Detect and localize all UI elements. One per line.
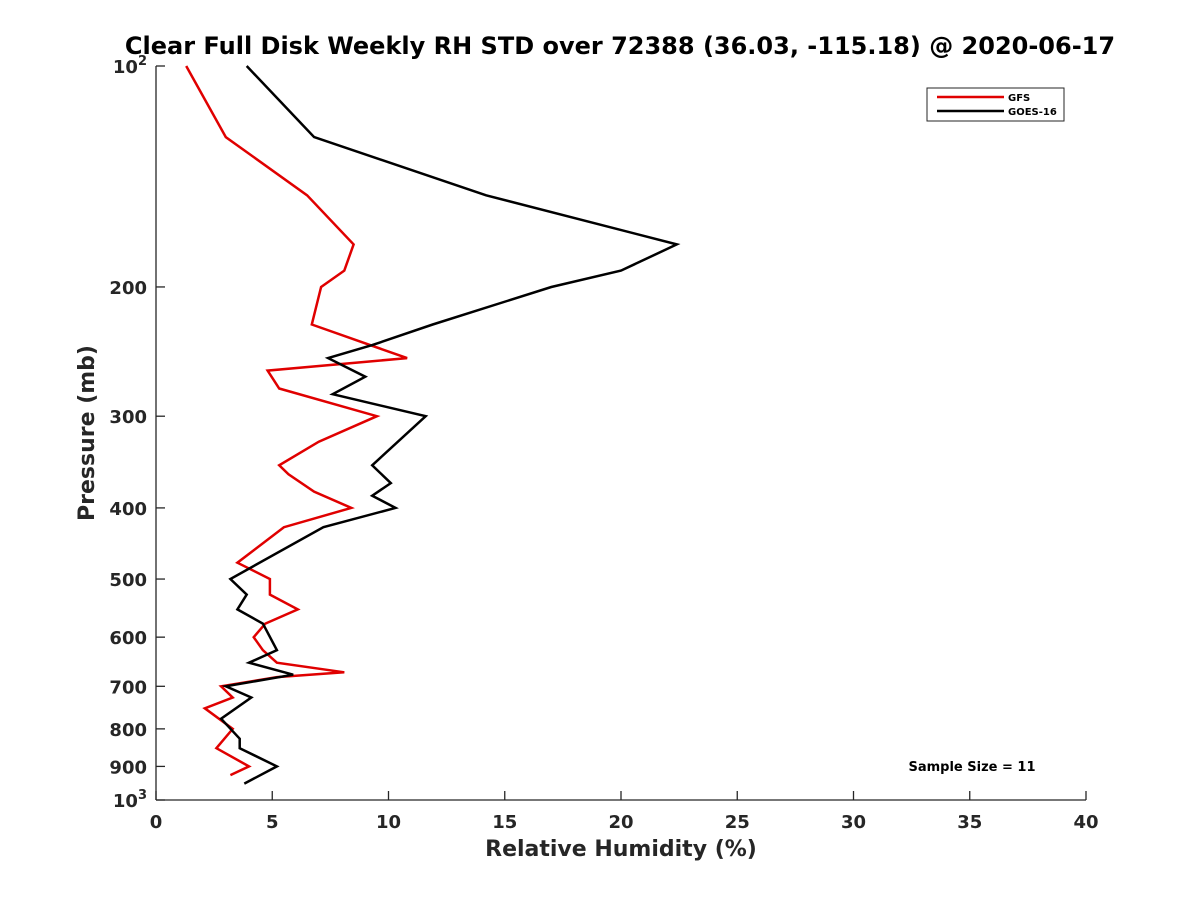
x-tick-label: 35 bbox=[957, 812, 982, 833]
sample-size-annotation: Sample Size = 11 bbox=[908, 760, 1035, 775]
series-layer bbox=[185, 65, 681, 785]
y-tick-label: 700 bbox=[109, 677, 147, 698]
x-tick-label: 25 bbox=[725, 812, 750, 833]
x-ticks: 0 5 10 15 20 25 30 35 40 bbox=[150, 791, 1099, 833]
series-line-goes-16 bbox=[219, 65, 681, 785]
y-tick-label: 500 bbox=[109, 570, 147, 591]
series-line-gfs bbox=[185, 65, 408, 777]
y-tick-label: 103 bbox=[113, 788, 147, 812]
legend: GFS GOES-16 bbox=[926, 87, 1065, 122]
x-tick-label: 15 bbox=[492, 812, 517, 833]
y-tick-label: 800 bbox=[109, 720, 147, 741]
legend-box bbox=[926, 87, 1065, 122]
y-tick-label: 102 bbox=[113, 54, 147, 78]
x-axis-label: Relative Humidity (%) bbox=[485, 837, 757, 862]
y-tick-label: 200 bbox=[109, 278, 147, 299]
x-tick-label: 10 bbox=[376, 812, 401, 833]
y-ticks: 102 200 300 400 500 600 700 800 900 103 bbox=[109, 54, 165, 812]
y-tick-label: 900 bbox=[109, 757, 147, 778]
x-tick-label: 20 bbox=[608, 812, 633, 833]
y-tick-label: 300 bbox=[109, 407, 147, 428]
legend-label-gfs: GFS bbox=[1008, 93, 1030, 104]
x-tick-label: 30 bbox=[841, 812, 866, 833]
y-tick-label: 400 bbox=[109, 499, 147, 520]
y-axis-label: Pressure (mb) bbox=[75, 345, 100, 521]
legend-label-goes-16: GOES-16 bbox=[1008, 107, 1057, 118]
y-tick-label: 600 bbox=[109, 628, 147, 649]
axes bbox=[155, 66, 1086, 801]
x-tick-label: 0 bbox=[150, 812, 163, 833]
x-tick-label: 5 bbox=[266, 812, 279, 833]
chart-title: Clear Full Disk Weekly RH STD over 72388… bbox=[125, 32, 1115, 60]
x-tick-label: 40 bbox=[1073, 812, 1098, 833]
